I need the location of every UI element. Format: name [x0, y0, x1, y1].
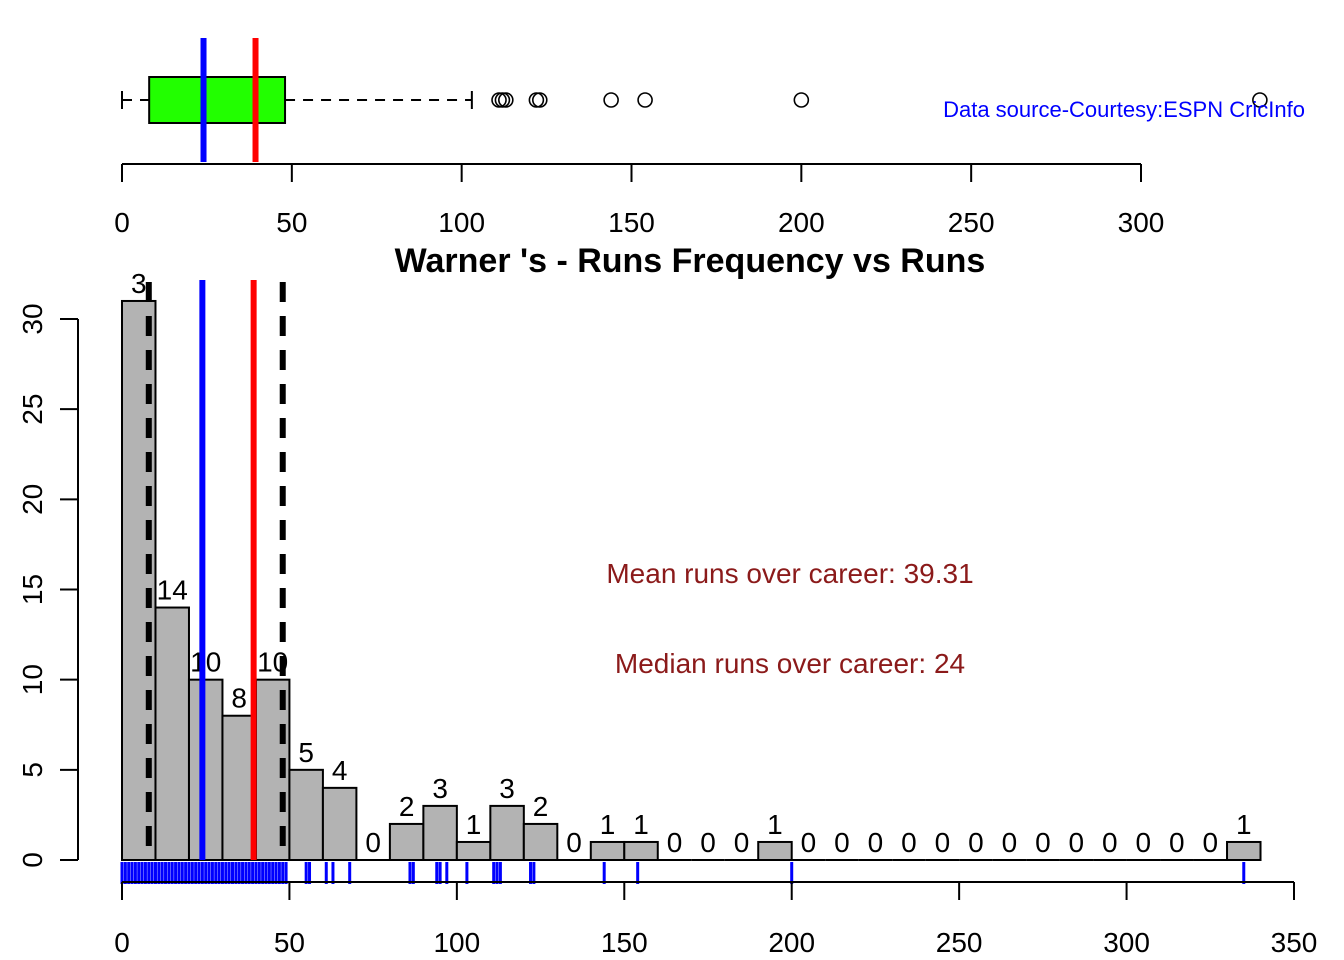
histogram-bar [1226, 840, 1262, 862]
bar-count-label: 0 [700, 827, 716, 858]
bar-count-label: 0 [1202, 827, 1218, 858]
bar-count-label: 0 [1102, 827, 1118, 858]
boxplot-panel: 0 50 100 150 200 250 300 Data source-Courtesy:… [114, 38, 1305, 238]
mean-annotation: Mean runs over career: 39.31 [606, 558, 973, 589]
boxplot-x-axis: 0 50 100 150 200 250 300 [114, 163, 1165, 238]
bar-count-label: 0 [667, 827, 683, 858]
boxplot-reference-lines [200, 38, 259, 162]
bar-count-label: 0 [1136, 827, 1152, 858]
bar-count-label: 3 [499, 773, 515, 804]
outlier-point [793, 92, 810, 108]
y-tick-label: 0 [17, 852, 48, 868]
x-tick-label: 250 [936, 927, 983, 958]
histogram-bar [154, 606, 190, 861]
bar-count-label: 3 [131, 268, 147, 299]
bar-count-label: 0 [968, 827, 984, 858]
bar-count-label: 0 [566, 827, 582, 858]
bar-count-label: 2 [399, 791, 415, 822]
outlier-point [603, 92, 619, 108]
histogram-bar [288, 768, 324, 861]
x-tick-label: 50 [276, 207, 307, 238]
bar-count-label: 2 [533, 791, 549, 822]
y-tick-label: 30 [17, 303, 48, 334]
bar-count-label: 1 [466, 809, 482, 840]
y-tick-label: 5 [17, 762, 48, 778]
x-tick-label: 250 [948, 207, 995, 238]
bar-count-label: 1 [767, 809, 783, 840]
x-tick-label: 200 [768, 927, 815, 958]
histogram-bar [187, 678, 224, 862]
bar-count-label: 4 [332, 755, 348, 786]
x-tick-label: 100 [438, 207, 485, 238]
bar-count-label: 0 [734, 827, 750, 858]
bar-count-label: 1 [1236, 809, 1252, 840]
outlier-point [1252, 92, 1268, 108]
x-tick-label: 200 [778, 207, 825, 238]
histogram-bar [589, 840, 626, 862]
x-tick-label: 0 [114, 927, 130, 958]
boxplot-marks [121, 76, 473, 124]
x-tick-label: 350 [1271, 927, 1318, 958]
x-tick-label: 100 [433, 927, 480, 958]
histogram-y-axis: 0 5 10 15 20 25 30 [17, 303, 79, 868]
x-tick-label: 300 [1118, 207, 1165, 238]
bar-count-label: 10 [190, 647, 221, 678]
boxplot-outliers [491, 92, 1268, 108]
bar-count-label: 0 [365, 827, 381, 858]
y-tick-label: 15 [17, 574, 48, 605]
histogram-bar [489, 804, 525, 862]
bar-count-label: 0 [1169, 827, 1185, 858]
histogram-bar [388, 822, 425, 862]
bar-count-label: 0 [901, 827, 917, 858]
bar-count-label: 5 [298, 737, 314, 768]
bar-count-label: 0 [1035, 827, 1051, 858]
outlier-point [637, 92, 653, 108]
iqr-box [148, 76, 287, 124]
histogram-bar [455, 840, 492, 862]
bar-count-label: 0 [868, 827, 884, 858]
histogram-bar [321, 786, 358, 861]
histogram-bar [757, 840, 793, 862]
bar-count-label: 3 [432, 773, 448, 804]
outlier-point [531, 92, 548, 108]
outlier-point [528, 92, 545, 108]
bar-count-label: 0 [1069, 827, 1085, 858]
histogram-bar [221, 714, 257, 861]
histogram-reference-lines [145, 280, 286, 860]
histogram-bar [623, 840, 659, 862]
bar-count-label: 14 [157, 575, 188, 606]
chart-title: Warner 's - Runs Frequency vs Runs [395, 242, 986, 280]
outlier-point [498, 92, 514, 108]
histogram-bar [522, 822, 559, 862]
bar-count-label: 0 [834, 827, 850, 858]
y-tick-label: 10 [17, 664, 48, 695]
bar-count-label: 8 [231, 683, 247, 714]
rug-marks [120, 862, 1246, 884]
y-tick-label: 20 [17, 484, 48, 515]
histogram-panel: Warner 's - Runs Frequency vs Runs 31410… [17, 242, 1317, 958]
bar-count-label: 0 [801, 827, 817, 858]
bar-count-label: 0 [935, 827, 951, 858]
median-annotation: Median runs over career: 24 [615, 648, 965, 679]
x-tick-label: 300 [1103, 927, 1150, 958]
outlier-point [494, 92, 511, 108]
x-tick-label: 50 [274, 927, 305, 958]
x-tick-label: 150 [601, 927, 648, 958]
x-tick-label: 150 [608, 207, 655, 238]
bar-count-label: 0 [1002, 827, 1018, 858]
data-source-annotation: Data source-Courtesy:ESPN CricInfo [943, 97, 1305, 122]
histogram-x-axis: 0 50 100 150 200 250 300 350 [114, 881, 1318, 958]
y-tick-label: 25 [17, 394, 48, 425]
x-tick-label: 0 [114, 207, 130, 238]
bar-count-label: 1 [600, 809, 616, 840]
bar-count-label: 1 [633, 809, 649, 840]
histogram-bar [422, 804, 458, 862]
